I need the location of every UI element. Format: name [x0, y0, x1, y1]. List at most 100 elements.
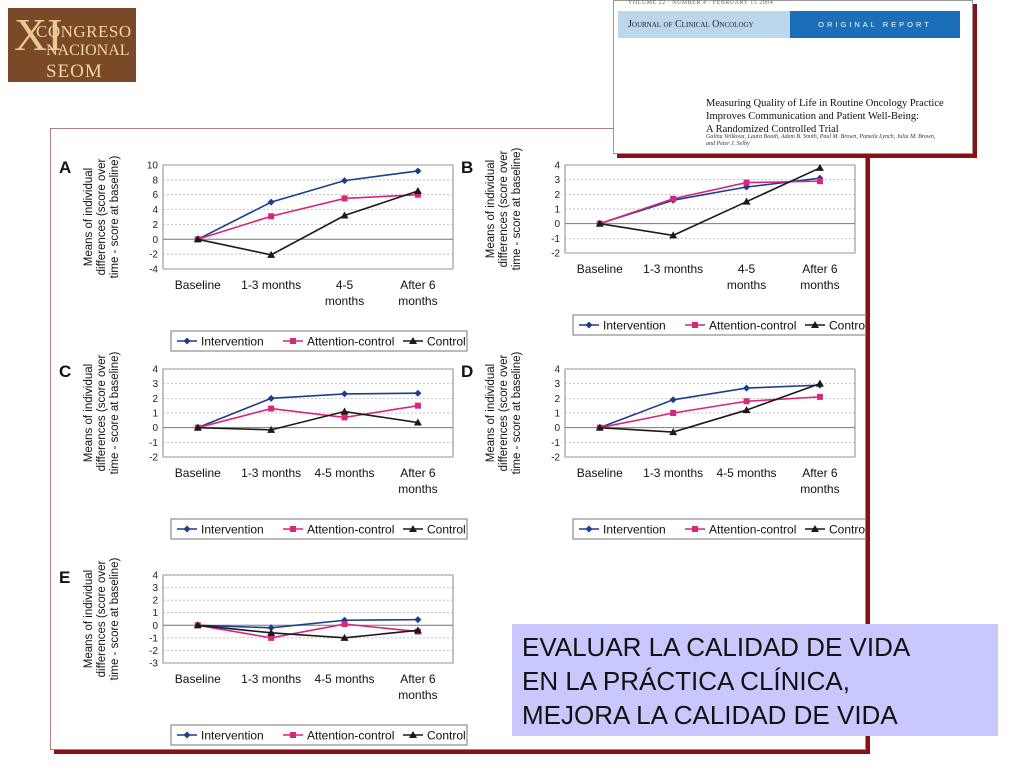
series-line-control [197, 624, 418, 639]
legend-marker [183, 731, 191, 739]
series-line-intervention [197, 392, 418, 429]
y-tick-label: -2 [149, 250, 158, 261]
data-point [268, 405, 275, 412]
legend-marker [290, 732, 296, 738]
y-tick-label: 2 [152, 220, 158, 231]
y-axis-label-line: time - score at baseline) [511, 351, 523, 474]
data-point [268, 634, 275, 641]
y-tick-label: -2 [551, 453, 560, 464]
legend-label: Intervention [201, 335, 264, 349]
y-axis-label: Means of individualdifferences (score ov… [83, 557, 121, 680]
y-axis-label-line: differences (score over [96, 158, 108, 275]
y-tick-label: 3 [152, 379, 158, 390]
data-point [743, 179, 750, 186]
y-tick-label: 2 [554, 190, 560, 201]
data-point [743, 398, 750, 405]
series-line-intervention [197, 170, 419, 240]
chart-panel-c: C Means of individualdifferences (score o… [59, 351, 468, 540]
article-authors: Galina Velikova, Laura Booth, Adam B. Sm… [706, 134, 968, 148]
data-point [816, 393, 823, 400]
y-tick-label: 3 [554, 379, 560, 390]
x-tick-label: Baseline [175, 278, 221, 292]
y-tick-label: 1 [554, 205, 560, 216]
data-point [743, 384, 751, 392]
x-tick-label: After 6 [400, 466, 436, 480]
chart-panel-e: E Means of individualdifferences (score o… [59, 557, 468, 746]
legend-box [170, 724, 468, 746]
series-line-intervention [599, 384, 820, 429]
y-axis-label-line: time - score at baseline) [109, 155, 121, 278]
y-axis-label-line: Means of individual [83, 570, 95, 668]
legend-label: Attention-control [307, 729, 394, 743]
legend-label: Control [427, 335, 466, 349]
x-tick-label: Baseline [577, 262, 623, 276]
panel-letter: A [59, 158, 71, 177]
series-line-control [197, 190, 419, 256]
legend-marker [811, 321, 819, 328]
x-tick-label: months [398, 688, 437, 702]
data-point [414, 167, 422, 175]
legend-label: Control [829, 523, 865, 537]
legend-label: Control [427, 729, 466, 743]
data-point [413, 626, 422, 634]
legend-label: Intervention [201, 523, 264, 537]
data-point [595, 423, 604, 431]
legend-label: Attention-control [307, 335, 394, 349]
journal-header-inset: VOLUME 22 · NUMBER 4 · FEBRUARY 15 2004 … [613, 0, 973, 154]
legend-marker [811, 525, 819, 532]
y-tick-label: 1 [554, 409, 560, 420]
y-tick-label: 10 [147, 161, 159, 172]
y-tick-label: 1 [152, 608, 158, 619]
data-point [413, 418, 422, 426]
legend-label: Attention-control [709, 319, 796, 333]
x-tick-label: months [398, 294, 437, 308]
x-tick-label: 4-5 [336, 278, 354, 292]
data-point [267, 394, 275, 402]
y-axis-label-line: differences (score over [96, 354, 108, 471]
caption-line: MEJORA LA CALIDAD DE VIDA [522, 700, 898, 730]
congress-logo: XI CONGRESO NACIONAL SEOM [8, 8, 136, 82]
x-tick-label: 1-3 months [241, 466, 301, 480]
series-line-attention-control [197, 623, 418, 639]
article-title: Measuring Quality of Life in Routine Onc… [706, 97, 968, 136]
chart-panel-b: B Means of individualdifferences (score o… [461, 147, 870, 336]
legend-marker [183, 525, 191, 533]
article-title-line: Measuring Quality of Life in Routine Onc… [706, 98, 944, 109]
data-point [341, 414, 348, 421]
x-tick-label: 4-5 [738, 262, 756, 276]
y-axis-label: Means of individualdifferences (score ov… [83, 351, 121, 474]
y-tick-label: 2 [554, 394, 560, 405]
data-point [267, 425, 276, 433]
data-point [193, 235, 202, 243]
y-tick-label: -3 [149, 659, 158, 670]
data-point [341, 177, 349, 185]
legend-marker [409, 525, 417, 532]
x-tick-label: 4-5 months [315, 466, 375, 480]
x-tick-label: 4-5 months [717, 466, 777, 480]
series-line-attention-control [197, 404, 419, 429]
data-point [669, 428, 678, 436]
data-point [193, 621, 202, 629]
y-tick-label: 4 [554, 365, 560, 376]
authors-line: Galina Velikova, Laura Booth, Adam B. Sm… [706, 134, 936, 140]
authors-line: and Peter J. Selby [706, 141, 750, 147]
x-tick-label: months [800, 482, 839, 496]
legend-marker [585, 525, 593, 533]
data-point [815, 379, 824, 387]
logo-line-1: CONGRESO [36, 22, 132, 41]
data-point [669, 396, 677, 404]
y-tick-label: 3 [554, 175, 560, 186]
caption-line: EVALUAR LA CALIDAD DE VIDA [522, 632, 911, 662]
article-title-line: Improves Communication and Patient Well-… [706, 111, 920, 122]
series-line-attention-control [599, 396, 820, 429]
y-tick-label: 8 [152, 175, 158, 186]
data-point [267, 198, 275, 206]
data-point [267, 624, 275, 632]
y-tick-label: 6 [152, 190, 158, 201]
y-axis-label-line: Means of individual [83, 364, 95, 462]
data-point [268, 213, 275, 220]
x-tick-label: months [727, 278, 766, 292]
y-axis-label-line: time - score at baseline) [109, 557, 121, 680]
y-tick-label: -2 [551, 249, 560, 260]
